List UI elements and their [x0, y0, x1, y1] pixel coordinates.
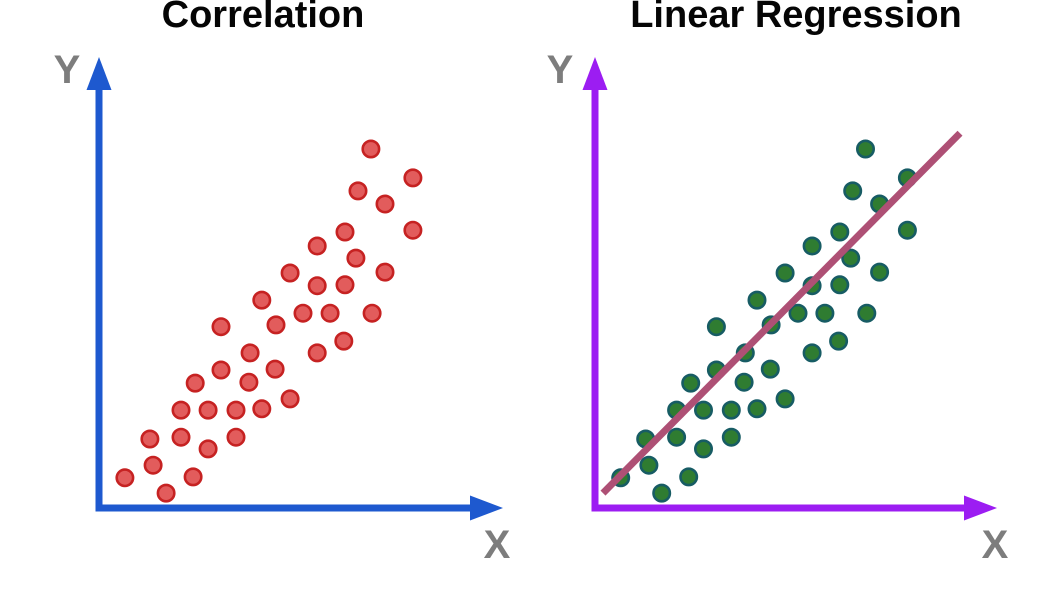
data-point	[335, 222, 355, 242]
data-point	[265, 359, 285, 379]
data-point	[307, 343, 327, 363]
data-point	[320, 303, 340, 323]
data-point	[855, 139, 875, 159]
data-point	[747, 399, 767, 419]
data-point	[171, 400, 191, 420]
data-point	[870, 262, 890, 282]
data-point	[140, 429, 160, 449]
data-point	[171, 427, 191, 447]
data-point	[362, 303, 382, 323]
data-point	[361, 139, 381, 159]
data-point	[857, 303, 877, 323]
data-point	[652, 483, 672, 503]
left-panel-title: Correlation	[161, 0, 365, 36]
data-point	[843, 181, 863, 201]
data-point	[226, 427, 246, 447]
data-point	[226, 400, 246, 420]
data-point	[307, 276, 327, 296]
data-point	[706, 317, 726, 337]
data-point	[693, 400, 713, 420]
data-point	[348, 181, 368, 201]
x-axis-arrowhead	[470, 495, 503, 521]
data-point	[334, 331, 354, 351]
data-point	[841, 248, 861, 268]
data-point	[240, 343, 260, 363]
data-point	[639, 455, 659, 475]
data-point	[307, 236, 327, 256]
left-y-axis-label: Y	[53, 48, 81, 92]
data-point	[403, 220, 423, 240]
data-point	[115, 468, 135, 488]
right-panel-title: Linear Regression	[630, 0, 962, 36]
right-y-axis-label: Y	[546, 48, 574, 92]
data-point	[185, 373, 205, 393]
data-point	[403, 168, 423, 188]
data-point	[829, 331, 849, 351]
data-point	[252, 290, 272, 310]
y-axis-arrowhead	[582, 57, 608, 90]
data-point	[375, 262, 395, 282]
data-point	[830, 222, 850, 242]
data-point	[198, 400, 218, 420]
data-point	[156, 483, 176, 503]
data-point	[667, 427, 687, 447]
data-point	[734, 372, 754, 392]
data-point	[198, 439, 218, 459]
data-point	[183, 467, 203, 487]
data-point	[802, 236, 822, 256]
data-point	[375, 194, 395, 214]
data-point	[721, 400, 741, 420]
left-x-axis-label: X	[483, 523, 511, 567]
data-point	[293, 303, 313, 323]
data-point	[346, 248, 366, 268]
data-point	[775, 263, 795, 283]
data-point	[143, 455, 163, 475]
data-point	[681, 373, 701, 393]
data-point	[693, 439, 713, 459]
data-point	[747, 290, 767, 310]
data-point	[252, 399, 272, 419]
data-point	[335, 275, 355, 295]
data-point	[721, 427, 741, 447]
data-point	[280, 263, 300, 283]
data-point	[775, 389, 795, 409]
data-point	[239, 372, 259, 392]
data-point	[760, 359, 780, 379]
data-point	[266, 315, 286, 335]
data-point	[802, 343, 822, 363]
data-point	[830, 275, 850, 295]
data-point	[211, 317, 231, 337]
data-point	[788, 303, 808, 323]
data-point	[280, 389, 300, 409]
y-axis-arrowhead	[86, 57, 112, 90]
regression-line	[600, 130, 963, 496]
data-point	[897, 220, 917, 240]
data-point	[815, 303, 835, 323]
data-point	[211, 360, 231, 380]
data-point	[679, 467, 699, 487]
x-axis-arrowhead	[964, 495, 997, 521]
right-x-axis-label: X	[981, 523, 1009, 567]
